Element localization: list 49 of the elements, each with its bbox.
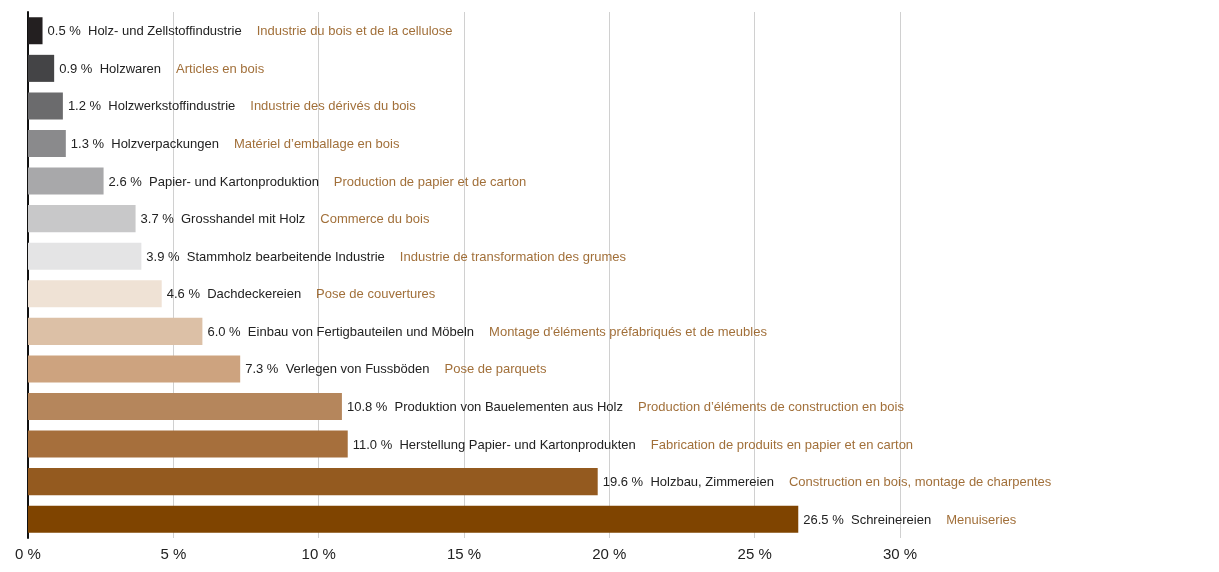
x-tick-label: 25 %	[737, 545, 772, 562]
annotation: Matériel d’emballage en bois	[233, 136, 400, 151]
annotation: Industrie des dérivés du bois	[250, 98, 417, 114]
x-tick-label: 15 %	[446, 545, 482, 562]
text: 3.7 % Grosshandel mit Holz	[140, 211, 306, 227]
bar	[28, 317, 203, 345]
annotation: Fabrication de produits en papier et en carton	[650, 436, 914, 452]
bar	[28, 205, 136, 233]
text: 7.3 % Verlegen von Fussböden	[245, 361, 430, 377]
text: 19.6 % Holzbau, Zimmereien	[602, 474, 774, 490]
bar	[28, 167, 104, 195]
x-tick-label: 5 %	[160, 545, 187, 562]
text: 2.6 % Papier- und Kartonproduktion	[108, 173, 319, 189]
bar	[28, 242, 142, 270]
text: 0.9 % Holzwaren	[59, 60, 162, 76]
text: 11.0 % Herstellung Papier- und Kartonprodukten	[352, 436, 636, 452]
text: 0.5 % Holz- und Zellstoffindustrie	[47, 23, 242, 39]
bar	[28, 355, 241, 383]
annotation: Construction en bois, montage de charpentes	[788, 474, 1052, 490]
annotation: Industrie de transformation des grumes	[399, 248, 627, 264]
text: Menuiseries	[946, 511, 1017, 527]
annotation: Production de papier et de carton	[333, 173, 527, 189]
bar	[28, 17, 43, 45]
bar	[28, 505, 799, 533]
bar	[28, 392, 342, 421]
text: 10.8 % Produktion von Bauelementen aus Holz	[346, 399, 623, 414]
bar	[28, 54, 55, 82]
annotation: Montage d'éléments préfabriqués et de meubles	[489, 323, 768, 339]
annotation: Pose de couvertures	[316, 286, 436, 302]
annotation: Articles en bois	[176, 60, 265, 76]
x-tick-label: 20 %	[592, 545, 627, 562]
bar	[28, 430, 348, 458]
annotation: Commerce du bois	[320, 211, 430, 227]
text: 4.6 % Dachdeckereien	[166, 286, 302, 302]
bar	[28, 280, 162, 308]
text: 26.5 % Schreinereien	[803, 511, 932, 527]
bar	[28, 129, 66, 158]
text: 3.9 % Stammholz bearbeitende Industrie	[146, 248, 385, 264]
annotation: Pose de parquets	[444, 361, 547, 377]
text: 6.0 % Einbau von Fertigbauteilen und Möbeln	[207, 323, 475, 339]
x-tick-label: 0 %	[15, 545, 41, 562]
text: 1.2 % Holzwerkstoffindustrie	[67, 98, 236, 114]
bar	[28, 92, 63, 120]
text: 1.3 % Holzverpackungen	[70, 136, 219, 151]
annotation: Production d’éléments de construction en bois	[637, 399, 905, 414]
bar	[28, 468, 598, 496]
x-tick-label: 30 %	[882, 545, 918, 562]
x-tick-label: 10 %	[301, 545, 336, 562]
annotation: Industrie du bois et de la cellulose	[256, 23, 453, 39]
